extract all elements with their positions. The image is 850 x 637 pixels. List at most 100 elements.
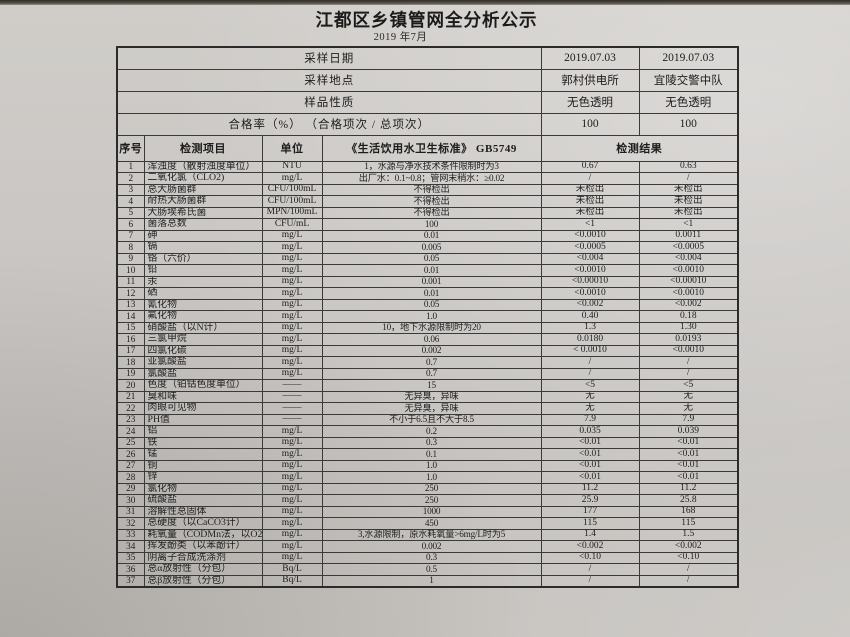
table-row: 27 铜 mg/L 1.0 <0.01 <0.01 — [116, 459, 739, 472]
cell-result-2: <0.10 — [638, 551, 739, 564]
cell-result-2: 7.9 — [638, 413, 739, 426]
cell-result-1: 未检出 — [540, 206, 640, 219]
table-row: 36 总α放射性（分包） Bq/L 0.5// — [116, 563, 739, 576]
cell-no: 5 — [116, 206, 145, 219]
cell-result-1: / — [540, 367, 640, 380]
cell-unit: CFU/100mL — [261, 183, 323, 196]
cell-result-2: 1.5 — [638, 528, 739, 541]
cell-item: 大肠埃希氏菌 — [143, 206, 263, 219]
cell-unit: mg/L — [261, 333, 323, 346]
cell-standard: 0.01 — [321, 264, 542, 277]
cell-standard: 0.06 — [321, 333, 542, 346]
sample-location-value-1: 郭村供电所 — [540, 68, 640, 92]
cell-no: 32 — [116, 517, 145, 530]
cell-standard: 1.0 — [321, 459, 542, 472]
cell-standard: 0.7 — [321, 367, 542, 380]
cell-standard: 1，水源与净水技术条件限制时为3 — [321, 160, 542, 173]
table-row: 26 锰 mg/L 0.1 <0.01 <0.01 — [116, 448, 739, 461]
cell-standard: 0.3 — [321, 551, 542, 564]
cell-result-2: <0.01 — [638, 436, 739, 449]
cell-item: 三氯甲烷 — [143, 333, 263, 346]
cell-result-1: <0.00010 — [540, 275, 640, 288]
pass-rate-value-1: 100 — [540, 112, 640, 136]
col-header-item: 检测项目 — [143, 134, 263, 162]
cell-item: 色度（铂钴色度单位） — [143, 379, 263, 392]
table-row: 25 铁 mg/L 0.3 <0.01 <0.01 — [116, 436, 739, 449]
cell-no: 25 — [116, 436, 145, 449]
cell-unit: mg/L — [261, 275, 323, 288]
table-row: 4 耐热大肠菌群 CFU/100mL 不得检出 未检出 未检出 — [116, 195, 739, 208]
cell-result-1: <0.01 — [540, 436, 640, 449]
cell-item: 锌 — [143, 471, 263, 484]
info-row-sample-date: 采样日期 2019.07.03 2019.07.03 — [116, 46, 739, 70]
cell-result-2: 0.63 — [638, 160, 739, 173]
cell-result-1: < 0.0010 — [540, 344, 640, 357]
table-row: 13 氰化物 mg/L 0.05 <0.002 <0.002 — [116, 298, 739, 311]
cell-unit: mg/L — [261, 229, 323, 242]
cell-no: 2 — [116, 172, 145, 185]
cell-no: 35 — [116, 551, 145, 564]
table-row: 34 挥发酚类（以苯酚计） mg/L 0.002 <0.002 <0.002 — [116, 540, 739, 553]
cell-unit: —— — [261, 402, 323, 415]
cell-result-2: 无 — [638, 402, 739, 415]
cell-item: 总α放射性（分包） — [143, 563, 263, 576]
cell-result-2: 无 — [638, 390, 739, 403]
cell-no: 20 — [116, 379, 145, 392]
cell-unit: mg/L — [261, 321, 323, 334]
cell-no: 33 — [116, 528, 145, 541]
cell-result-2: 1.30 — [638, 321, 739, 334]
col-header-standard: 《生活饮用水卫生标准》 GB5749 — [321, 134, 542, 162]
cell-result-2: <0.01 — [638, 471, 739, 484]
cell-result-1: <0.002 — [540, 540, 640, 553]
cell-standard: 1000 — [321, 505, 542, 518]
cell-result-1: <1 — [540, 218, 640, 231]
cell-unit: mg/L — [261, 287, 323, 300]
cell-standard: 1 — [321, 574, 542, 587]
cell-item: 耐热大肠菌群 — [143, 195, 263, 208]
cell-result-1: 未检出 — [540, 195, 640, 208]
cell-result-2: 0.0193 — [638, 333, 739, 346]
cell-no: 24 — [116, 425, 145, 438]
cell-unit: MPN/100mL — [261, 206, 323, 219]
cell-unit: mg/L — [261, 517, 323, 530]
cell-result-1: / — [540, 574, 640, 587]
cell-standard: 无异臭，异味 — [321, 402, 542, 415]
cell-result-2: <0.01 — [638, 448, 739, 461]
cell-no: 28 — [116, 471, 145, 484]
cell-no: 26 — [116, 448, 145, 461]
cell-result-1: 0.035 — [540, 425, 640, 438]
cell-unit: mg/L — [261, 264, 323, 277]
cell-no: 36 — [116, 563, 145, 576]
cell-unit: mg/L — [261, 494, 323, 507]
cell-no: 37 — [116, 574, 145, 587]
cell-no: 19 — [116, 367, 145, 380]
cell-unit: mg/L — [261, 505, 323, 518]
table-row: 6 菌落总数 CFU/mL 100 <1 <1 — [116, 218, 739, 231]
cell-unit: mg/L — [261, 252, 323, 265]
cell-result-2: <5 — [638, 379, 739, 392]
cell-item: 阴离子合成洗涤剂 — [143, 551, 263, 564]
pass-rate-label: 合格率（%） （合格项次 / 总项次） — [116, 112, 542, 136]
cell-unit: Bq/L — [261, 574, 323, 587]
cell-result-1: <0.01 — [540, 448, 640, 461]
cell-result-1: 25.9 — [540, 494, 640, 507]
table-row: 16 三氯甲烷 mg/L 0.06 0.0180 0.0193 — [116, 333, 739, 346]
cell-standard: 250 — [321, 482, 542, 495]
cell-item: 汞 — [143, 275, 263, 288]
cell-unit: mg/L — [261, 471, 323, 484]
sample-date-label: 采样日期 — [116, 46, 542, 70]
cell-standard: 0.7 — [321, 356, 542, 369]
cell-item: 氰化物 — [143, 298, 263, 311]
cell-item: 菌落总数 — [143, 218, 263, 231]
cell-item: 二氧化氯（CLO2) — [143, 172, 263, 185]
cell-unit: mg/L — [261, 367, 323, 380]
cell-item: 亚氯酸盐 — [143, 356, 263, 369]
cell-no: 27 — [116, 459, 145, 472]
table-row: 31 溶解性总固体 mg/L 1000 177 168 — [116, 505, 739, 518]
cell-standard: 0.002 — [321, 540, 542, 553]
cell-no: 23 — [116, 413, 145, 426]
cell-standard: 0.01 — [321, 229, 542, 242]
cell-result-2: 未检出 — [638, 195, 739, 208]
cell-item: PH值 — [143, 413, 263, 426]
